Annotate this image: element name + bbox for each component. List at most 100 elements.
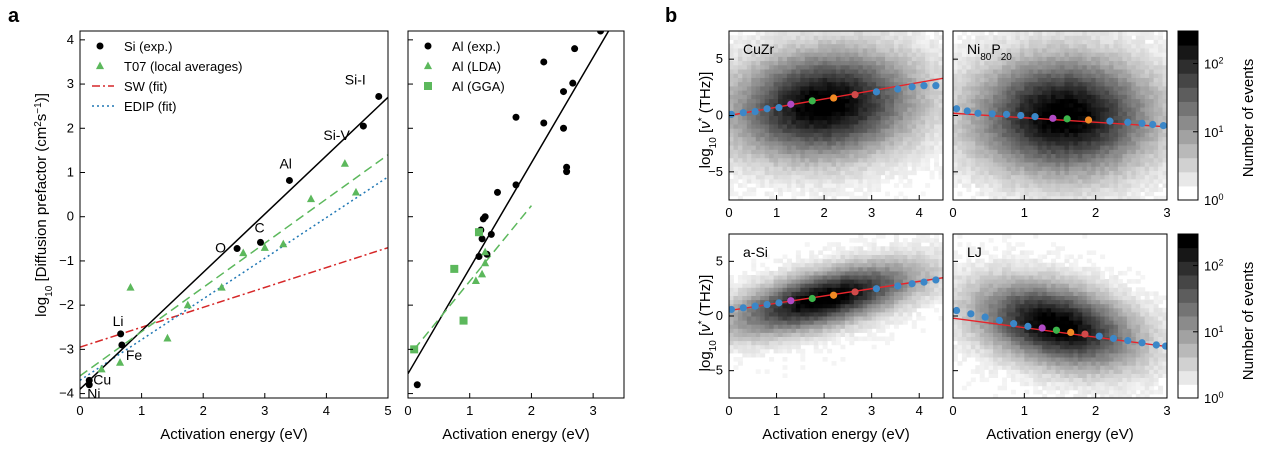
heat-cell xyxy=(751,85,757,91)
heat-cell xyxy=(760,332,766,337)
heat-cell xyxy=(1126,60,1132,66)
heat-cell xyxy=(871,39,877,45)
heat-cell xyxy=(791,90,797,95)
heat-cell xyxy=(993,69,999,74)
heat-cell xyxy=(979,81,985,87)
heat-cell xyxy=(993,94,999,100)
heat-cell xyxy=(769,195,775,200)
heat-cell xyxy=(791,191,797,197)
heat-cell xyxy=(831,35,837,40)
heat-cell xyxy=(880,250,886,255)
heat-cell xyxy=(858,31,864,36)
heat-cell xyxy=(1046,136,1052,142)
heat-cell xyxy=(733,365,739,370)
heat-cell xyxy=(849,107,855,112)
heat-cell xyxy=(836,140,841,146)
heat-cell xyxy=(916,258,922,264)
heat-cell xyxy=(773,283,779,288)
heat-cell xyxy=(1073,73,1079,78)
heat-cell xyxy=(733,136,739,142)
heat-cell xyxy=(755,52,761,57)
heat-cell xyxy=(1068,178,1074,184)
heat-cell xyxy=(849,43,855,49)
heat-cell xyxy=(867,35,873,40)
heat-cell xyxy=(844,295,850,301)
heat-cell xyxy=(988,136,994,142)
x-tick-label: 3 xyxy=(868,205,875,220)
heat-cell xyxy=(979,56,985,62)
heat-cell xyxy=(1117,90,1123,95)
heat-cell xyxy=(1077,136,1083,142)
heat-cell xyxy=(885,324,890,329)
heat-cell xyxy=(818,348,824,354)
heat-cell xyxy=(1117,107,1123,112)
heat-cell xyxy=(1073,56,1079,62)
heat-cell xyxy=(737,90,743,95)
heat-cell xyxy=(876,102,882,108)
heat-cell xyxy=(1086,136,1092,142)
heat-cell xyxy=(988,77,994,83)
heat-cell xyxy=(791,344,797,350)
heat-cell xyxy=(880,31,886,36)
heat-cell xyxy=(867,303,873,309)
heat-cell xyxy=(791,111,797,116)
heat-cell xyxy=(809,81,815,87)
heat-cell xyxy=(778,140,783,146)
heat-cell xyxy=(1095,149,1101,155)
point-annotation: Cu xyxy=(93,371,111,387)
heat-cell xyxy=(795,324,801,329)
heat-cell xyxy=(907,73,913,78)
heat-cell xyxy=(934,145,940,150)
heat-cell xyxy=(800,69,806,74)
heat-cell xyxy=(876,39,882,45)
heat-cell xyxy=(764,170,770,176)
heat-cell xyxy=(831,170,837,176)
heat-cell xyxy=(889,170,895,176)
heat-cell xyxy=(786,111,792,116)
heat-cell xyxy=(876,266,882,272)
heat-cell xyxy=(1117,128,1123,133)
heat-cell xyxy=(746,324,752,329)
heat-cell xyxy=(733,178,739,184)
heat-cell xyxy=(1135,90,1141,95)
heat-cell xyxy=(729,279,734,284)
heat-cell xyxy=(831,361,837,366)
heat-cell xyxy=(729,123,734,129)
heat-cell xyxy=(867,43,873,49)
heat-cell xyxy=(813,119,819,125)
heat-cell xyxy=(831,52,837,57)
heat-cell xyxy=(1122,157,1128,163)
heat-cell xyxy=(827,102,833,108)
heat-cell xyxy=(786,157,792,163)
heat-cell xyxy=(1002,191,1007,197)
heat-cell xyxy=(1077,31,1083,36)
heat-cell xyxy=(957,123,963,129)
heat-cell xyxy=(755,270,761,276)
heat-cell xyxy=(1153,47,1159,53)
heat-cell xyxy=(876,132,882,138)
heat-cell xyxy=(1100,35,1106,40)
heat-cell xyxy=(898,291,904,296)
heat-cell xyxy=(795,291,801,296)
heat-cell xyxy=(733,287,739,292)
heat-cell xyxy=(831,340,837,346)
heat-cell xyxy=(1051,140,1057,146)
heat-cell xyxy=(755,77,761,83)
heat-cell xyxy=(984,145,990,150)
heat-cell xyxy=(1153,195,1159,200)
heat-cell xyxy=(764,111,770,116)
heat-cell xyxy=(840,303,846,309)
heat-cell xyxy=(782,90,788,95)
heat-cell xyxy=(867,94,873,100)
heat-cell xyxy=(1135,35,1141,40)
heat-cell xyxy=(831,266,837,272)
heat-cell xyxy=(822,357,828,362)
heat-cell xyxy=(773,178,779,184)
heat-cell xyxy=(737,60,743,66)
heat-cell xyxy=(813,43,819,49)
heat-cell xyxy=(1051,157,1057,163)
heat-cell xyxy=(1153,132,1159,138)
heat-cell xyxy=(970,64,976,70)
binned-point xyxy=(1017,111,1025,120)
heat-cell xyxy=(800,262,806,268)
